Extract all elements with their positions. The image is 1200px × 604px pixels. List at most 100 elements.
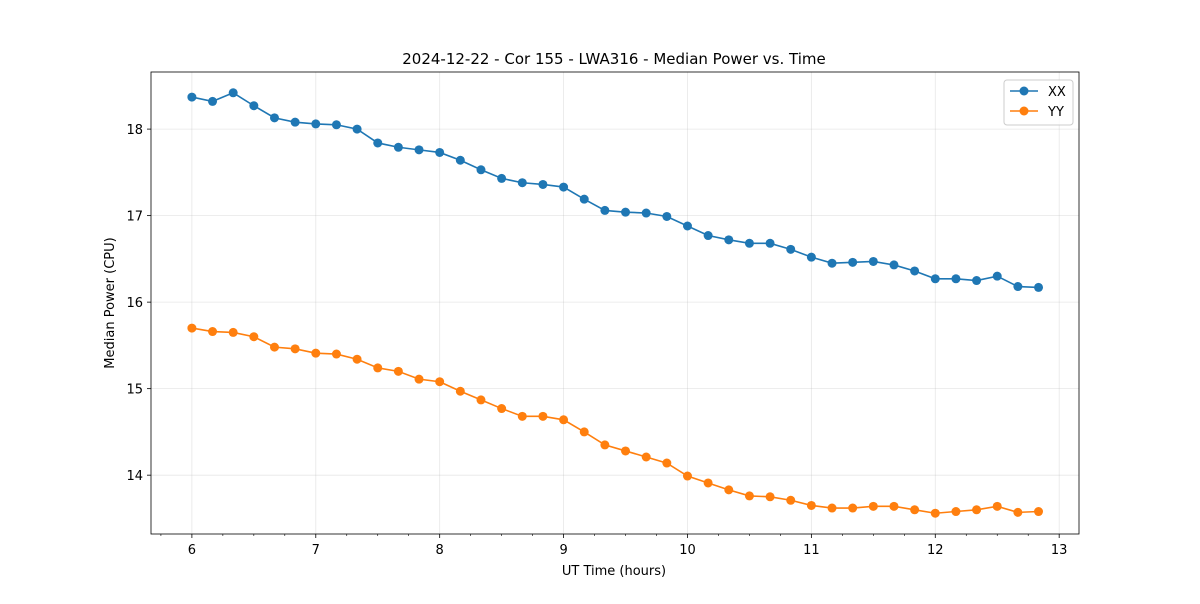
data-point-xx bbox=[868, 256, 878, 266]
x-tick-label: 13 bbox=[1051, 543, 1068, 558]
data-point-yy bbox=[352, 354, 362, 364]
x-tick-label: 12 bbox=[927, 543, 944, 558]
series-layer bbox=[187, 88, 1044, 518]
data-point-xx bbox=[559, 182, 569, 192]
legend-marker-xx bbox=[1019, 86, 1029, 96]
y-tick-label: 17 bbox=[126, 210, 143, 225]
data-point-xx bbox=[373, 138, 383, 148]
data-point-yy bbox=[1013, 507, 1023, 517]
data-point-yy bbox=[414, 374, 424, 384]
data-point-xx bbox=[579, 194, 589, 204]
data-point-xx bbox=[1034, 282, 1044, 292]
data-point-xx bbox=[910, 266, 920, 276]
data-point-xx bbox=[600, 205, 610, 215]
y-tick-label: 14 bbox=[126, 469, 143, 484]
data-point-xx bbox=[290, 117, 300, 127]
data-point-xx bbox=[208, 96, 218, 106]
data-point-xx bbox=[992, 271, 1002, 281]
data-point-xx bbox=[517, 178, 527, 188]
data-point-yy bbox=[208, 327, 218, 337]
x-tick-label: 7 bbox=[312, 543, 320, 558]
data-point-xx bbox=[930, 274, 940, 284]
data-point-yy bbox=[331, 349, 341, 359]
data-point-xx bbox=[889, 260, 899, 270]
data-point-xx bbox=[269, 113, 279, 123]
data-point-xx bbox=[435, 147, 445, 157]
data-point-yy bbox=[868, 501, 878, 511]
data-point-yy bbox=[579, 427, 589, 437]
data-point-yy bbox=[621, 446, 631, 456]
x-tick-label: 10 bbox=[679, 543, 696, 558]
data-point-xx bbox=[249, 101, 259, 111]
data-point-yy bbox=[992, 501, 1002, 511]
data-point-xx bbox=[1013, 282, 1023, 292]
data-point-yy bbox=[249, 332, 259, 342]
x-tick-label: 6 bbox=[188, 543, 196, 558]
data-point-xx bbox=[682, 221, 692, 231]
data-point-xx bbox=[951, 274, 961, 284]
x-tick-label: 9 bbox=[559, 543, 567, 558]
x-tick-label: 8 bbox=[436, 543, 444, 558]
data-point-xx bbox=[827, 258, 837, 268]
data-point-xx bbox=[311, 119, 321, 129]
y-tick-label: 18 bbox=[126, 123, 143, 138]
x-tick-label: 11 bbox=[803, 543, 820, 558]
data-point-yy bbox=[559, 415, 569, 425]
data-point-yy bbox=[910, 505, 920, 515]
legend-label-yy: YY bbox=[1047, 105, 1064, 120]
data-point-xx bbox=[187, 92, 197, 102]
data-point-yy bbox=[744, 491, 754, 501]
data-point-xx bbox=[662, 211, 672, 221]
data-point-xx bbox=[786, 244, 796, 254]
legend-marker-yy bbox=[1019, 106, 1029, 116]
y-tick-label: 15 bbox=[126, 383, 143, 398]
data-point-xx bbox=[724, 235, 734, 245]
data-point-yy bbox=[972, 505, 982, 515]
data-point-yy bbox=[455, 386, 465, 396]
data-point-xx bbox=[331, 120, 341, 130]
data-point-yy bbox=[724, 485, 734, 495]
data-point-xx bbox=[744, 238, 754, 248]
data-point-yy bbox=[703, 478, 713, 488]
data-point-yy bbox=[806, 500, 816, 510]
data-point-yy bbox=[641, 452, 651, 462]
axes-frame bbox=[150, 71, 1080, 535]
y-tick-label: 16 bbox=[126, 296, 143, 311]
data-point-xx bbox=[228, 88, 238, 98]
data-point-xx bbox=[703, 231, 713, 241]
legend: XX YY bbox=[1003, 79, 1074, 126]
data-point-yy bbox=[476, 395, 486, 405]
data-point-yy bbox=[600, 440, 610, 450]
data-point-xx bbox=[393, 142, 403, 152]
data-point-xx bbox=[806, 252, 816, 262]
data-point-yy bbox=[435, 377, 445, 387]
data-point-yy bbox=[827, 503, 837, 513]
data-point-yy bbox=[848, 503, 858, 513]
data-point-yy bbox=[786, 495, 796, 505]
data-point-yy bbox=[682, 471, 692, 481]
data-point-yy bbox=[1034, 507, 1044, 517]
data-point-yy bbox=[228, 327, 238, 337]
ticks: 6 7 8 9 10 11 12 13 14 15 16 17 18 bbox=[126, 123, 1067, 558]
x-axis-label: UT Time (hours) bbox=[562, 564, 666, 579]
data-point-yy bbox=[930, 508, 940, 518]
data-point-yy bbox=[497, 404, 507, 414]
data-point-yy bbox=[311, 348, 321, 358]
data-point-xx bbox=[641, 208, 651, 218]
data-point-yy bbox=[269, 342, 279, 352]
data-point-xx bbox=[538, 179, 548, 189]
data-point-xx bbox=[621, 207, 631, 217]
data-point-yy bbox=[517, 411, 527, 421]
data-point-yy bbox=[538, 411, 548, 421]
data-point-yy bbox=[373, 363, 383, 373]
data-point-yy bbox=[393, 366, 403, 376]
chart-title: 2024-12-22 - Cor 155 - LWA316 - Median P… bbox=[402, 50, 826, 68]
data-point-xx bbox=[414, 145, 424, 155]
data-point-xx bbox=[352, 124, 362, 134]
data-point-xx bbox=[848, 257, 858, 267]
data-point-xx bbox=[765, 238, 775, 248]
data-point-xx bbox=[972, 276, 982, 286]
data-point-xx bbox=[476, 165, 486, 175]
